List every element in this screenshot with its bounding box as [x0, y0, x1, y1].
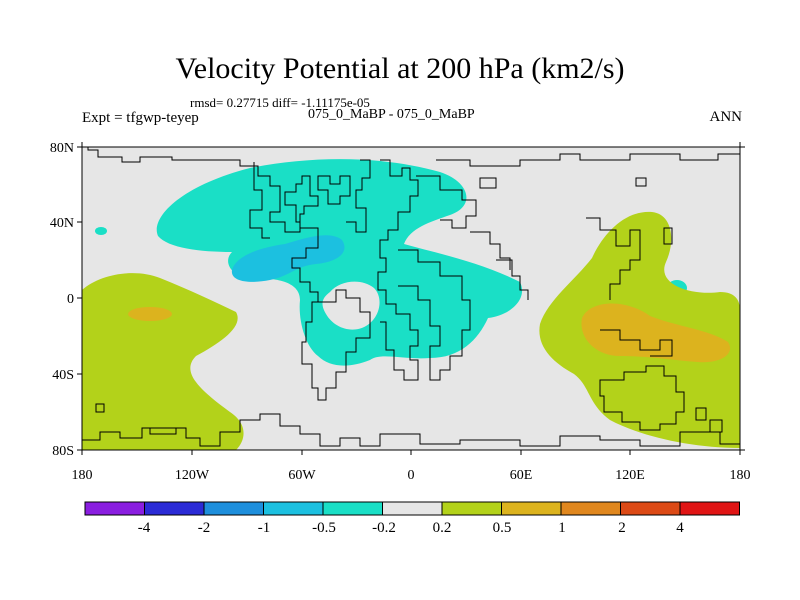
season-label: ANN — [709, 109, 743, 125]
lon-tick-label: 180 — [730, 468, 751, 483]
colorbar-swatch — [84, 501, 145, 516]
lon-tick-label: 0 — [408, 468, 415, 483]
colorbar-label: 4 — [676, 520, 684, 536]
lon-tick-label: 60E — [510, 468, 533, 483]
lon-tick-label: 120E — [615, 468, 645, 483]
negative-spot-west — [95, 227, 107, 235]
coastlines — [82, 147, 740, 447]
tick-marks — [77, 142, 745, 455]
positive-core-east — [581, 303, 731, 363]
colorbar-label: -2 — [198, 520, 211, 536]
colorbar-swatch — [144, 501, 205, 516]
colorbar-label: 0.2 — [433, 520, 452, 536]
case-label: 075_0_MaBP - 075_0_MaBP — [308, 107, 475, 122]
colorbar-swatch — [560, 501, 621, 516]
lat-tick-label: 80S — [52, 444, 74, 459]
colorbar-swatch — [322, 501, 383, 516]
colorbar-label: 0.5 — [493, 520, 512, 536]
colorbar-label: 2 — [618, 520, 626, 536]
lat-tick-label: 40N — [50, 216, 74, 231]
colorbar-labels: -4 -2 -1 -0.5 -0.2 0.2 0.5 1 2 4 — [138, 520, 685, 536]
stats-text: rmsd= 0.27715 diff= -1.11175e-05 — [190, 95, 370, 110]
colorbar-swatch — [441, 501, 502, 516]
lon-tick-label: 180 — [72, 468, 93, 483]
colorbar-label: 1 — [558, 520, 566, 536]
negative-region-core — [231, 235, 345, 282]
negative-region-main — [156, 159, 523, 366]
colorbar-swatch — [382, 501, 443, 516]
lat-tick-label: 80N — [50, 141, 74, 156]
colorbar-label: -4 — [138, 520, 151, 536]
colorbar-swatch — [263, 501, 324, 516]
map-title: Velocity Potential at 200 hPa (km2/s) — [175, 52, 625, 85]
colorbar-label: -0.2 — [372, 520, 396, 536]
colorbar — [84, 501, 740, 516]
positive-region-west — [82, 273, 244, 450]
lat-tick-label: 40S — [52, 368, 74, 383]
colorbar-label: -0.5 — [312, 520, 336, 536]
colorbar-swatch — [679, 501, 740, 516]
colorbar-swatch — [501, 501, 562, 516]
lon-tick-label: 120W — [175, 468, 210, 483]
colorbar-swatch — [203, 501, 264, 516]
colorbar-swatch — [620, 501, 681, 516]
positive-core-west — [128, 307, 172, 321]
colorbar-label: -1 — [258, 520, 271, 536]
lat-tick-label: 0 — [67, 292, 74, 307]
experiment-label: Expt = tfgwp-teyep — [82, 110, 199, 126]
neutral-hole — [322, 281, 380, 330]
lon-tick-label: 60W — [288, 468, 316, 483]
